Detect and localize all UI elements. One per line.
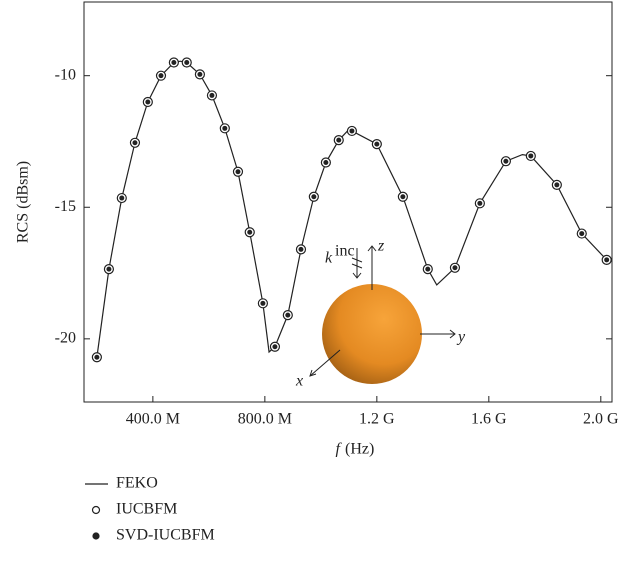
- x-axis-arrow: [309, 349, 341, 377]
- x-axis-symbol: f: [336, 441, 343, 458]
- filled-marker: [235, 169, 241, 175]
- filled-marker: [349, 128, 355, 134]
- filled-marker: [184, 60, 190, 66]
- filled-marker: [477, 200, 483, 206]
- plot-frame: [83, 1, 613, 403]
- filled-marker: [272, 344, 278, 350]
- filled-marker: [285, 312, 291, 318]
- sphere: [322, 284, 422, 384]
- filled-marker: [452, 265, 458, 271]
- x-tick-label: 1.6 G: [471, 411, 507, 428]
- filled-marker: [579, 231, 585, 237]
- filled-marker: [222, 125, 228, 131]
- x-axis-unit: (Hz): [345, 441, 374, 458]
- y-axis-label: RCS (dBsm): [15, 161, 32, 243]
- filled-marker: [503, 158, 509, 164]
- filled-marker: [132, 140, 138, 146]
- legend-swatch: [92, 532, 100, 540]
- legend-label: IUCBFM: [116, 501, 177, 518]
- y-tick-label: -15: [55, 198, 76, 215]
- arrowhead: [449, 329, 456, 339]
- arrowhead: [309, 369, 317, 377]
- filled-marker: [106, 266, 112, 272]
- filled-marker: [197, 71, 203, 77]
- y-label: y: [456, 329, 466, 346]
- y-tick-label: -20: [55, 330, 76, 347]
- k-label: k: [325, 250, 333, 267]
- filled-marker: [400, 194, 406, 200]
- inset: k inc z y x: [295, 238, 466, 390]
- filled-marker: [528, 153, 534, 159]
- filled-marker: [94, 354, 100, 360]
- polarization: [351, 257, 363, 269]
- filled-marker: [209, 92, 215, 98]
- filled-marker: [425, 266, 431, 272]
- x-tick-label: 1.2 G: [359, 411, 395, 428]
- filled-marker: [323, 160, 329, 166]
- legend-label: SVD-IUCBFM: [116, 527, 215, 544]
- y-tick-label: -10: [55, 66, 76, 83]
- filled-marker: [604, 257, 610, 263]
- filled-marker: [554, 182, 560, 188]
- filled-marker: [298, 246, 304, 252]
- filled-marker: [119, 195, 125, 201]
- filled-marker: [311, 194, 317, 200]
- z-label: z: [377, 238, 385, 255]
- x-tick-label: 400.0 M: [126, 411, 180, 428]
- filled-marker: [374, 141, 380, 147]
- inc-label: inc: [335, 243, 355, 260]
- x-tick-label: 2.0 G: [583, 411, 619, 428]
- legend-label: FEKO: [116, 475, 158, 492]
- arrowhead: [352, 272, 362, 279]
- legend-swatch: [91, 505, 101, 515]
- filled-marker: [336, 137, 342, 143]
- x-tick-label: 800.0 M: [238, 411, 292, 428]
- filled-marker: [171, 60, 177, 66]
- filled-marker: [247, 229, 253, 235]
- filled-marker: [158, 73, 164, 79]
- x-label: x: [295, 373, 303, 390]
- arrowhead: [367, 245, 377, 252]
- filled-marker: [145, 99, 151, 105]
- filled-marker: [260, 300, 266, 306]
